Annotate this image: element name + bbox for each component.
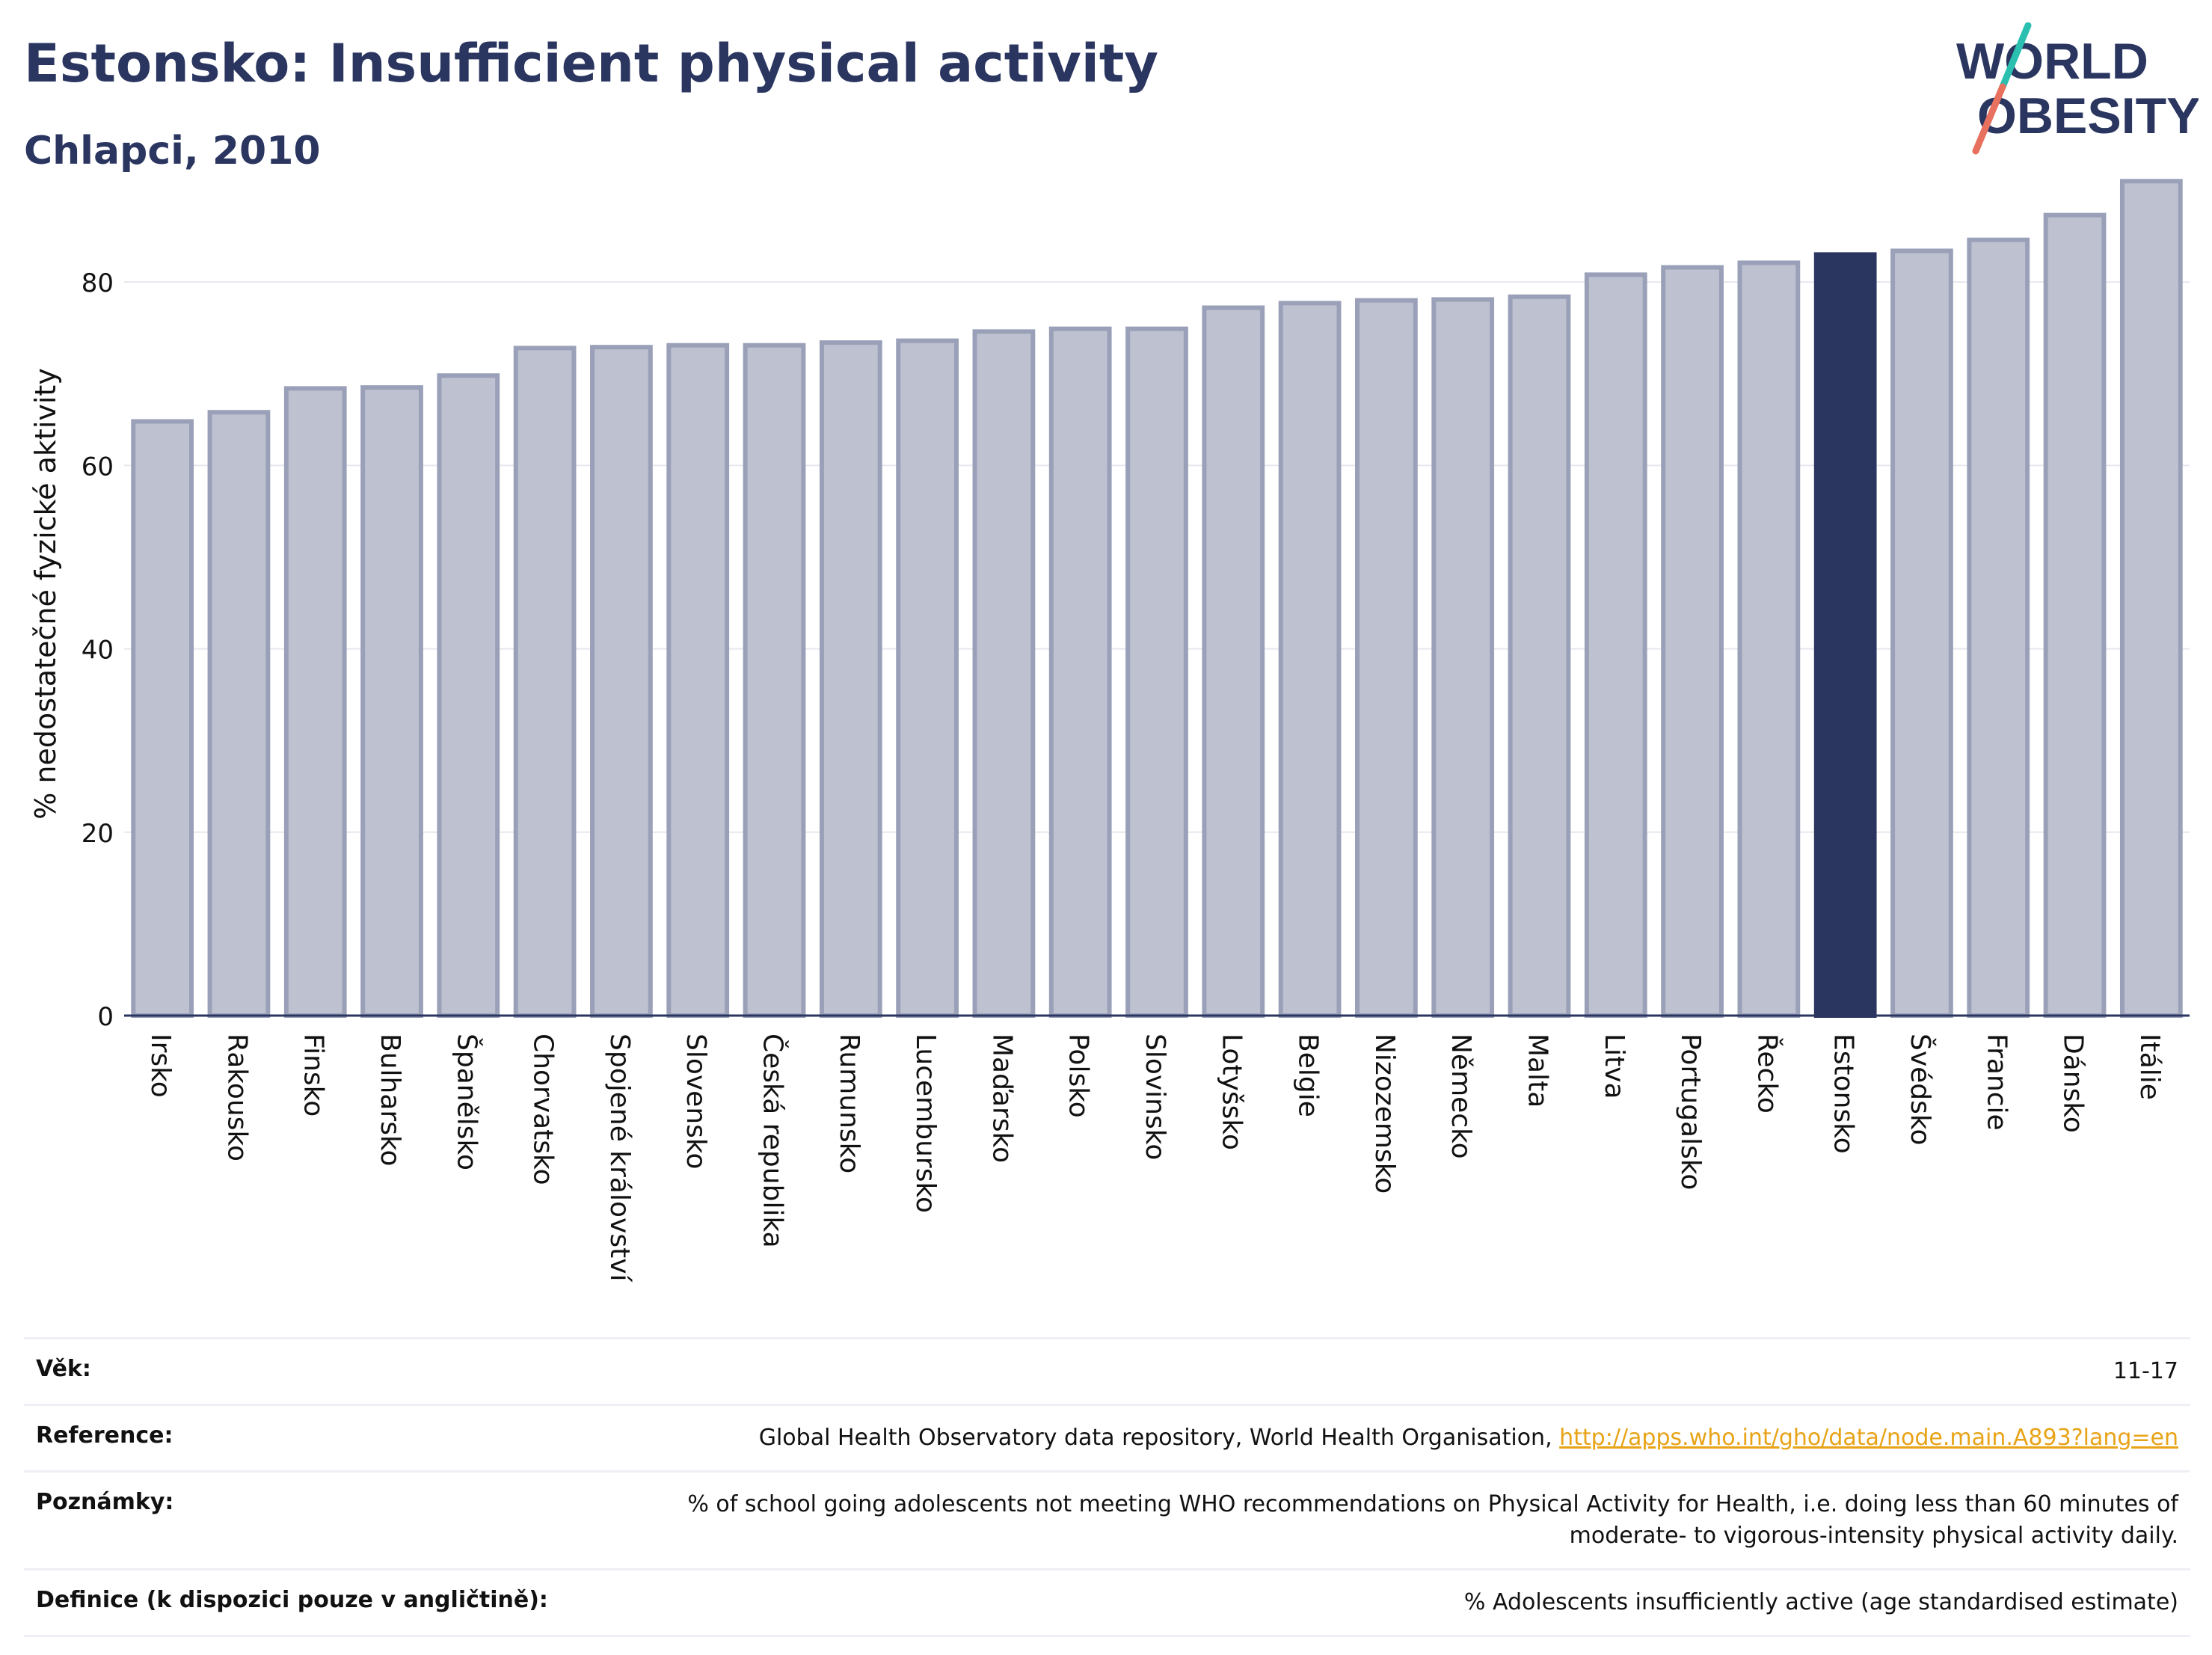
x-tick-label: Spojené království bbox=[604, 1034, 635, 1283]
x-tick-label: Slovinsko bbox=[1140, 1034, 1170, 1160]
notes-value: % of school going adolescents not meetin… bbox=[687, 1491, 2178, 1549]
bars bbox=[131, 179, 2183, 1019]
bar[interactable] bbox=[1890, 248, 1953, 1018]
metadata-row-definition: Definice (k dispozici pouze v angličtině… bbox=[24, 1568, 2190, 1637]
chart-title: Estonsko: Insufficient physical activity bbox=[24, 33, 1158, 94]
bar[interactable] bbox=[1048, 326, 1112, 1018]
bar[interactable] bbox=[590, 345, 653, 1018]
x-tick-label: Chorvatsko bbox=[528, 1034, 559, 1185]
x-tick-label: Řecko bbox=[1751, 1034, 1783, 1114]
bar-highlighted[interactable] bbox=[1813, 252, 1877, 1018]
definition-value: % Adolescents insufficiently active (age… bbox=[1463, 1589, 2178, 1615]
x-tick-label: Rakousko bbox=[221, 1034, 252, 1161]
x-tick-label: Francie bbox=[1981, 1034, 2012, 1131]
metadata-row-reference: Reference: Global Health Observatory dat… bbox=[24, 1404, 2190, 1470]
y-axis-ticks: 0 20 40 60 80 bbox=[82, 268, 114, 1032]
x-tick-label: Bulharsko bbox=[375, 1034, 405, 1167]
x-axis-labels: Irsko Rakousko Finsko Bulharsko Španělsko Cho… bbox=[145, 1034, 2165, 1283]
x-tick-label: Španělsko bbox=[451, 1034, 482, 1170]
x-tick-label: Portugalsko bbox=[1675, 1034, 1706, 1190]
x-tick-label: Polsko bbox=[1063, 1034, 1094, 1118]
x-tick-label: Rumunsko bbox=[834, 1034, 864, 1173]
y-tick-label: 40 bbox=[82, 636, 114, 666]
chart-subtitle: Chlapci, 2010 bbox=[24, 129, 321, 174]
bar[interactable] bbox=[666, 343, 730, 1019]
x-tick-label: Slovensko bbox=[681, 1034, 711, 1170]
x-tick-label: Nizozemsko bbox=[1369, 1034, 1400, 1194]
logo-word-world: WORLD bbox=[1956, 33, 2148, 90]
bar[interactable] bbox=[1355, 298, 1418, 1018]
bar[interactable] bbox=[1508, 294, 1571, 1019]
x-tick-label: Malta bbox=[1522, 1034, 1552, 1108]
bar[interactable] bbox=[1661, 265, 1724, 1018]
reference-link[interactable]: http://apps.who.int/gho/data/node.main.A… bbox=[1559, 1425, 2178, 1451]
bar[interactable] bbox=[743, 343, 806, 1019]
x-tick-label: Lotyšsko bbox=[1216, 1034, 1247, 1150]
metadata-table: Věk: 11-17 Reference: Global Health Obse… bbox=[24, 1337, 2190, 1637]
bar[interactable] bbox=[283, 386, 347, 1018]
bar[interactable] bbox=[1278, 301, 1342, 1018]
bar[interactable] bbox=[131, 419, 194, 1018]
bar-chart: 0 20 40 60 80 Irsko Rakousko Finsko Bulharsko Šp… bbox=[29, 179, 2190, 1283]
bar[interactable] bbox=[2119, 179, 2183, 1018]
logo-slash-top bbox=[1999, 22, 2032, 90]
x-tick-label: Lucembursko bbox=[910, 1034, 941, 1213]
x-tick-label: Maďarsko bbox=[986, 1034, 1017, 1163]
age-label: Věk: bbox=[36, 1356, 91, 1382]
bar[interactable] bbox=[1737, 260, 1801, 1018]
bar[interactable] bbox=[972, 329, 1036, 1019]
bar[interactable] bbox=[1202, 305, 1265, 1018]
metadata-row-notes: Poznámky: % of school going adolescents … bbox=[24, 1470, 2190, 1568]
x-tick-label: Belgie bbox=[1293, 1034, 1324, 1117]
bar[interactable] bbox=[437, 373, 500, 1019]
bar[interactable] bbox=[207, 410, 271, 1018]
x-tick-label: Estonsko bbox=[1828, 1034, 1859, 1154]
bar[interactable] bbox=[819, 340, 882, 1018]
x-tick-label: Česká republika bbox=[758, 1034, 789, 1248]
logo-word-obesity: OBESITY bbox=[1977, 87, 2199, 144]
y-tick-label: 60 bbox=[82, 452, 114, 482]
world-obesity-logo[interactable]: WORLD OBESITY bbox=[1944, 22, 2199, 165]
bar[interactable] bbox=[1967, 237, 2030, 1018]
x-tick-label: Irsko bbox=[145, 1034, 176, 1098]
y-tick-label: 20 bbox=[82, 819, 114, 849]
notes-label: Poznámky: bbox=[36, 1489, 174, 1515]
x-tick-label: Itálie bbox=[2134, 1034, 2165, 1100]
x-tick-label: Švédsko bbox=[1905, 1034, 1936, 1146]
x-tick-label: Německo bbox=[1446, 1034, 1476, 1159]
bar[interactable] bbox=[513, 346, 577, 1018]
bar[interactable] bbox=[1431, 297, 1495, 1018]
bar[interactable] bbox=[896, 338, 959, 1019]
reference-label: Reference: bbox=[36, 1422, 173, 1449]
y-tick-label: 80 bbox=[82, 268, 114, 298]
y-tick-label: 0 bbox=[97, 1002, 114, 1032]
x-tick-label: Litva bbox=[1599, 1034, 1629, 1099]
age-value: 11-17 bbox=[2113, 1358, 2178, 1384]
x-tick-label: Dánsko bbox=[2058, 1034, 2089, 1133]
logo-slash-bottom bbox=[1972, 83, 2006, 155]
bar[interactable] bbox=[1125, 326, 1188, 1018]
reference-value: Global Health Observatory data repositor… bbox=[759, 1422, 2178, 1454]
metadata-row-age: Věk: 11-17 bbox=[24, 1337, 2190, 1404]
bar[interactable] bbox=[1584, 272, 1647, 1019]
x-tick-label: Finsko bbox=[298, 1034, 329, 1117]
y-axis-title: % nedostatečné fyzické aktivity bbox=[29, 368, 62, 820]
reference-text: Global Health Observatory data repositor… bbox=[758, 1425, 1560, 1451]
bar[interactable] bbox=[360, 385, 423, 1018]
definition-label: Definice (k dispozici pouze v angličtině… bbox=[36, 1587, 548, 1613]
bar[interactable] bbox=[2043, 212, 2107, 1018]
